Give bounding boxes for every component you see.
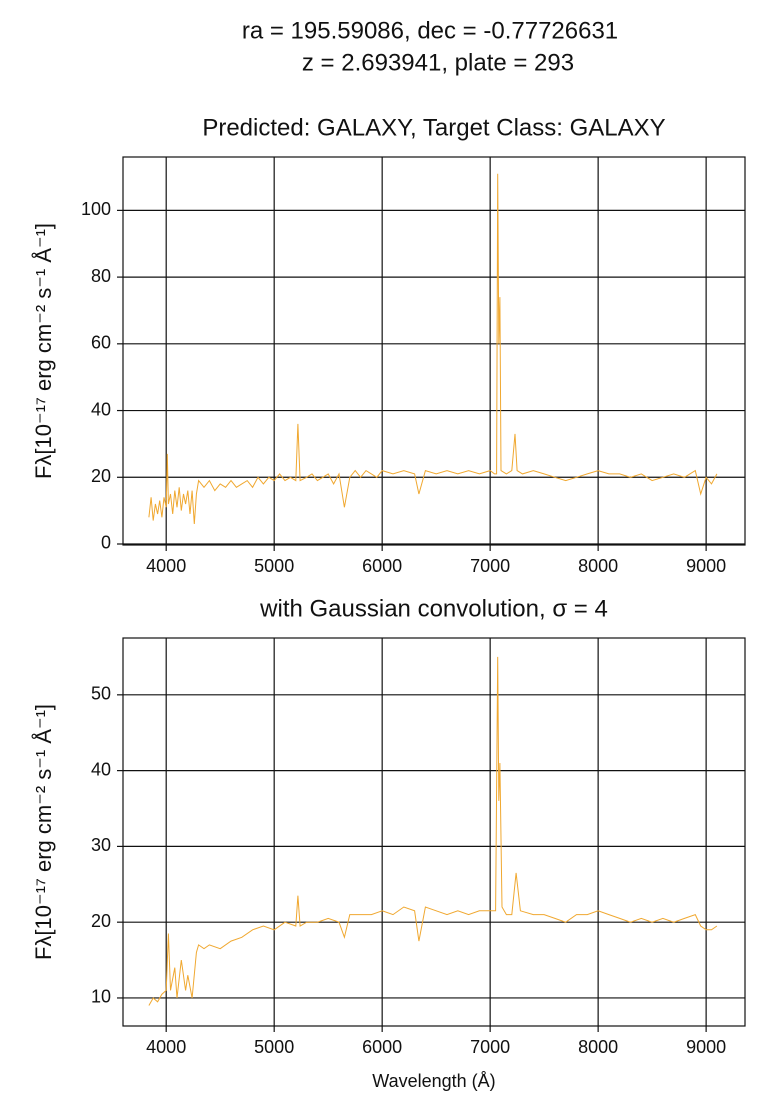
y-tick-label: 40 — [91, 759, 111, 779]
x-tick-label: 6000 — [362, 1037, 402, 1057]
x-tick-label: 9000 — [686, 556, 726, 576]
y-tick-label: 20 — [91, 911, 111, 931]
y-tick-label: 40 — [91, 399, 111, 419]
spectrum-line — [148, 173, 718, 525]
y-tick-label: 0 — [101, 533, 111, 553]
y-tick-label: 60 — [91, 333, 111, 353]
suptitle: z = 2.693941, plate = 293 — [302, 49, 574, 76]
y-tick-label: 100 — [81, 199, 111, 219]
y-tick-label: 80 — [91, 266, 111, 286]
y-tick-label: 50 — [91, 684, 111, 704]
x-axis-label: Wavelength (Å) — [372, 1071, 495, 1091]
x-tick-label: 9000 — [686, 1037, 726, 1057]
spectrum-line — [148, 656, 718, 1006]
y-tick-label: 30 — [91, 835, 111, 855]
y-tick-label: 20 — [91, 466, 111, 486]
x-tick-label: 7000 — [470, 556, 510, 576]
x-tick-label: 7000 — [470, 1037, 510, 1057]
x-tick-label: 5000 — [254, 556, 294, 576]
x-tick-label: 8000 — [578, 556, 618, 576]
x-tick-label: 5000 — [254, 1037, 294, 1057]
axes-frame — [122, 156, 746, 546]
x-tick-label: 8000 — [578, 1037, 618, 1057]
axes-title: Predicted: GALAXY, Target Class: GALAXY — [202, 114, 665, 141]
x-tick-label: 4000 — [146, 1037, 186, 1057]
y-axis-label: Fλ[10⁻¹⁷ erg cm⁻² s⁻¹ Å⁻¹] — [31, 704, 56, 960]
y-axis-label: Fλ[10⁻¹⁷ erg cm⁻² s⁻¹ Å⁻¹] — [31, 223, 56, 479]
suptitle: ra = 195.59086, dec = -0.77726631 — [242, 17, 618, 44]
y-tick-label: 10 — [91, 987, 111, 1007]
x-tick-label: 6000 — [362, 556, 402, 576]
x-tick-label: 4000 — [146, 556, 186, 576]
axes-title: with Gaussian convolution, σ = 4 — [259, 595, 608, 622]
axes-frame — [122, 637, 746, 1027]
